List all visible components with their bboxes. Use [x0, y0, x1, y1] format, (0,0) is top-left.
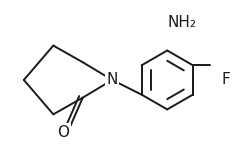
Text: NH₂: NH₂ — [168, 16, 196, 31]
Text: N: N — [106, 72, 118, 87]
Text: O: O — [57, 124, 69, 140]
Text: F: F — [222, 72, 230, 87]
